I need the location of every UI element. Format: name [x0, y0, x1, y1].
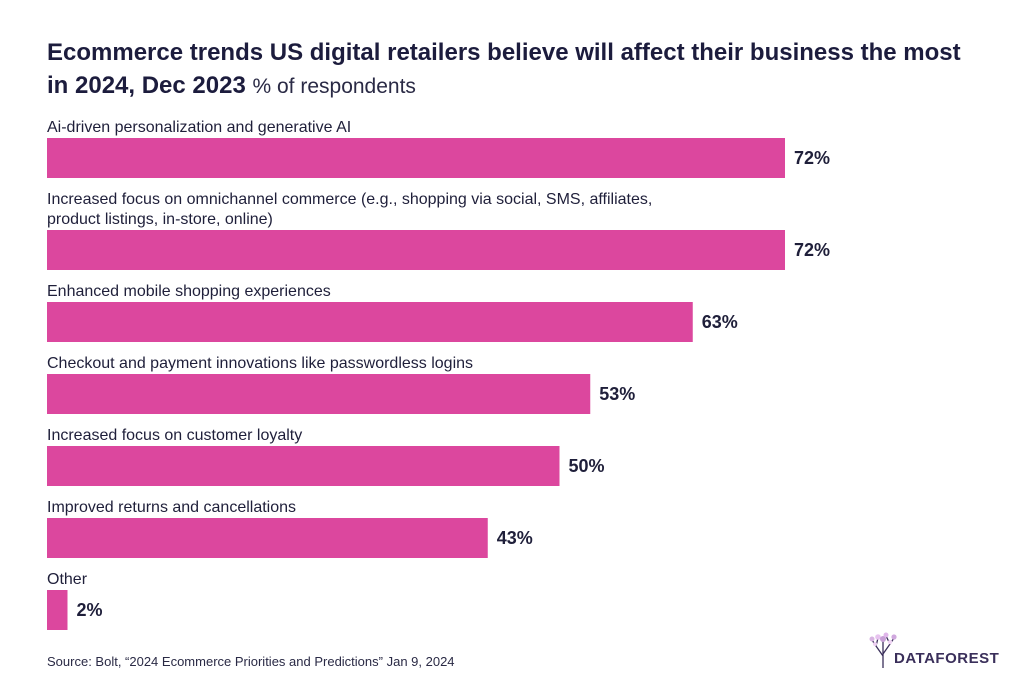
bar [47, 230, 785, 270]
bar [47, 302, 693, 342]
bar [47, 138, 785, 178]
bar [47, 446, 560, 486]
source-note: Source: Bolt, “2024 Ecommerce Priorities… [47, 654, 455, 669]
bar [47, 518, 488, 558]
chart-title-text: Ecommerce trends US digital retailers be… [47, 39, 961, 99]
category-label: product listings, in-store, online) [47, 211, 273, 228]
chart-subtitle: % of respondents [252, 75, 416, 98]
bar-chart: Ai-driven personalization and generative… [47, 119, 830, 630]
data-label: 72% [794, 148, 830, 168]
bars-layer: Ai-driven personalization and generative… [47, 119, 830, 630]
category-label: Enhanced mobile shopping experiences [47, 283, 331, 300]
category-label: Other [47, 571, 88, 588]
data-label: 43% [497, 528, 533, 548]
chart-title: Ecommerce trends US digital retailers be… [47, 36, 987, 103]
category-label: Increased focus on omnichannel commerce … [47, 191, 652, 208]
category-label: Checkout and payment innovations like pa… [47, 355, 473, 372]
bar [47, 374, 591, 414]
logo-text: DATAFOREST [894, 650, 1000, 667]
category-label: Increased focus on customer loyalty [47, 427, 302, 444]
category-label: Improved returns and cancellations [47, 499, 296, 516]
data-label: 2% [77, 600, 103, 620]
data-label: 72% [794, 240, 830, 260]
data-label: 53% [599, 384, 635, 404]
dataforest-logo: DATAFOREST [868, 630, 999, 674]
category-label: Ai-driven personalization and generative… [47, 119, 351, 136]
tree-icon [869, 632, 897, 668]
bar [47, 590, 68, 630]
data-label: 63% [702, 312, 738, 332]
data-label: 50% [569, 456, 605, 476]
